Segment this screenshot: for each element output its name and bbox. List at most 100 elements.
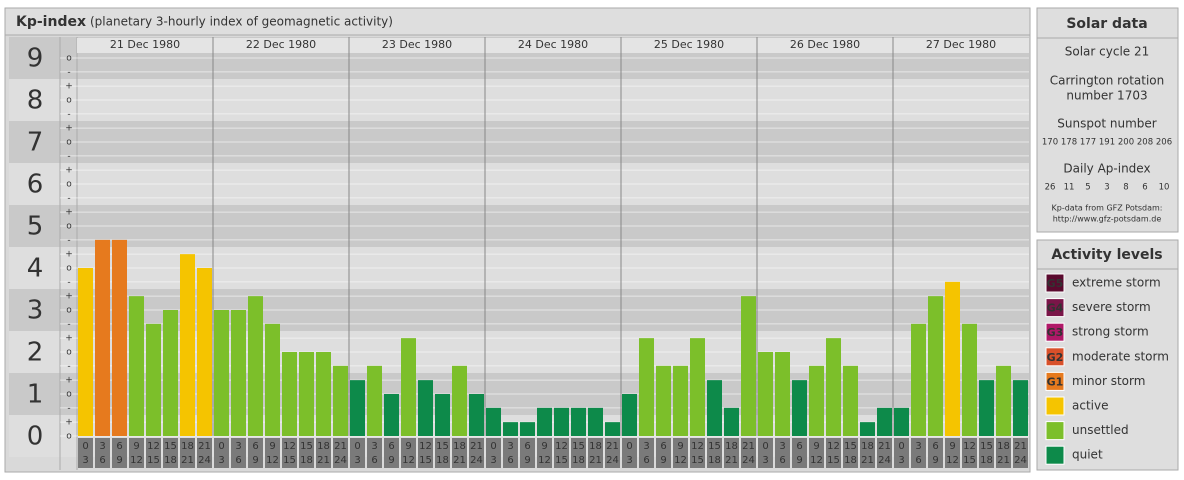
legend-label: severe storm — [1072, 300, 1151, 314]
hour-label: 9 — [677, 441, 683, 452]
hour-label: 3 — [507, 441, 513, 452]
y-tick-label: 5 — [27, 212, 44, 242]
bar — [554, 407, 569, 436]
legend-label: quiet — [1072, 448, 1103, 462]
y-tick-label: 1 — [27, 380, 44, 410]
hour-label: 3 — [643, 441, 649, 452]
bar — [962, 323, 977, 436]
hour-label: 21 — [725, 455, 738, 466]
hour-box — [197, 438, 212, 468]
hour-label: 18 — [300, 455, 313, 466]
y-subtick-label: - — [67, 361, 70, 371]
hour-label: 6 — [371, 455, 377, 466]
bar — [95, 239, 110, 436]
hour-label: 15 — [555, 455, 568, 466]
day-label: 27 Dec 1980 — [926, 38, 996, 51]
day-header — [77, 38, 1029, 53]
hour-box — [894, 438, 909, 468]
hour-box — [775, 438, 790, 468]
hour-label: 9 — [405, 441, 411, 452]
hour-label: 18 — [725, 441, 738, 452]
hour-box — [1013, 438, 1028, 468]
hour-label: 21 — [1014, 441, 1027, 452]
legend-badge: G5 — [1047, 277, 1064, 290]
day-label: 21 Dec 1980 — [110, 38, 180, 51]
bar — [860, 422, 875, 436]
hour-box — [996, 438, 1011, 468]
hour-label: 3 — [898, 455, 904, 466]
hour-label: 0 — [490, 441, 496, 452]
hour-label: 24 — [198, 455, 211, 466]
hour-label: 12 — [946, 455, 959, 466]
hour-label: 0 — [354, 441, 360, 452]
y-subtick-label: o — [66, 306, 72, 316]
hour-label: 21 — [470, 441, 483, 452]
hour-label: 3 — [371, 441, 377, 452]
hour-label: 21 — [453, 455, 466, 466]
hour-label: 12 — [691, 441, 704, 452]
bar — [1013, 380, 1028, 436]
ap-value: 26 — [1045, 183, 1056, 193]
legend-swatch — [1045, 445, 1065, 465]
hour-label: 6 — [796, 441, 802, 452]
y-subtick-label: o — [66, 348, 72, 358]
hour-box — [452, 438, 467, 468]
hour-label: 12 — [402, 455, 415, 466]
bar — [537, 407, 552, 436]
hour-label: 24 — [1014, 455, 1027, 466]
hour-label: 9 — [252, 455, 258, 466]
hour-label: 21 — [742, 441, 755, 452]
bar — [792, 380, 807, 436]
hour-box — [384, 438, 399, 468]
legend-swatch — [1045, 421, 1065, 441]
bar — [758, 352, 773, 436]
hour-label: 3 — [762, 455, 768, 466]
hour-box — [469, 438, 484, 468]
legend-label: moderate storm — [1072, 349, 1169, 363]
hour-label: 3 — [626, 455, 632, 466]
legend-badge: G3 — [1047, 326, 1064, 339]
title-bar — [4, 7, 1031, 36]
bar — [299, 352, 314, 436]
bar — [520, 422, 535, 436]
bar — [418, 380, 433, 436]
bar — [911, 323, 926, 436]
hour-label: 9 — [388, 455, 394, 466]
hour-label: 15 — [300, 441, 313, 452]
bar — [180, 254, 195, 436]
bar — [248, 296, 263, 436]
bar — [775, 352, 790, 436]
hour-label: 18 — [572, 455, 585, 466]
hour-label: 6 — [932, 441, 938, 452]
y-subtick-label: o — [66, 432, 72, 442]
ap-value: 8 — [1123, 183, 1128, 193]
bar — [945, 281, 960, 436]
y-subtick-label: + — [65, 376, 73, 386]
hour-box — [180, 438, 195, 468]
ap-value: 3 — [1104, 183, 1109, 193]
hour-box — [707, 438, 722, 468]
legend-swatch — [1045, 396, 1065, 416]
hour-box — [520, 438, 535, 468]
hour-label: 15 — [419, 455, 432, 466]
legend-label: active — [1072, 399, 1108, 413]
hour-label: 0 — [82, 441, 88, 452]
hour-label: 21 — [181, 455, 194, 466]
hour-label: 12 — [555, 441, 568, 452]
hour-box — [792, 438, 807, 468]
bar — [367, 365, 382, 436]
ap-value: 5 — [1085, 183, 1090, 193]
hour-label: 9 — [949, 441, 955, 452]
legend-label: minor storm — [1072, 374, 1145, 388]
hour-label: 15 — [708, 441, 721, 452]
bar — [333, 365, 348, 436]
hour-box — [418, 438, 433, 468]
hour-label: 3 — [490, 455, 496, 466]
bar — [809, 365, 824, 436]
hour-box — [605, 438, 620, 468]
hour-box — [537, 438, 552, 468]
hour-label: 18 — [708, 455, 721, 466]
legend-swatch — [1045, 371, 1065, 391]
carrington: Carrington rotation — [1050, 74, 1164, 88]
hour-box — [163, 438, 178, 468]
